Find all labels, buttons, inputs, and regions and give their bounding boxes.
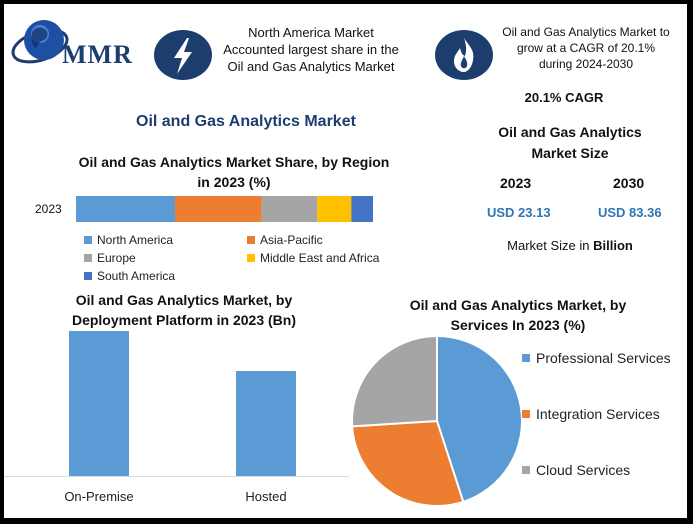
region-segment-europe	[261, 196, 318, 222]
legend-swatch	[522, 466, 530, 474]
legend-swatch	[84, 272, 92, 280]
mmr-logo: MMR	[10, 12, 140, 76]
pie-slice-integration-services	[351, 419, 465, 507]
legend-item-europe: Europe	[84, 251, 136, 265]
services-chart-title: Oil and Gas Analytics Market, by Service…	[409, 297, 627, 333]
pie-slice-cloud-services	[351, 334, 438, 428]
legend-item-south-america: South America	[84, 269, 175, 283]
legend-item-professional-services: Professional Services	[522, 350, 671, 366]
lightning-icon-circle	[154, 30, 212, 80]
bar-hosted	[236, 371, 296, 476]
region-segment-north-america	[76, 196, 175, 222]
legend-item-asia-pacific: Asia-Pacific	[247, 233, 323, 247]
cagr-label: 20.1% CAGR	[524, 90, 604, 105]
legend-label: Professional Services	[536, 350, 671, 366]
header-left-text: North America Market Accounted largest s…	[223, 25, 399, 74]
bar-on-premise	[69, 331, 129, 476]
region-segment-asia-pacific	[175, 196, 262, 222]
services-pie-chart	[351, 334, 523, 507]
legend-item-north-america: North America	[84, 233, 173, 247]
region-chart-title: Oil and Gas Analytics Market Share, by R…	[78, 154, 390, 190]
market-size-unit: Market Size in Billion	[480, 238, 660, 253]
unit-bold: Billion	[593, 238, 633, 253]
region-segment-south-america	[351, 196, 373, 222]
legend-label: North America	[97, 233, 174, 247]
header-right-text: Oil and Gas Analytics Market to grow at …	[502, 25, 670, 71]
legend-swatch	[522, 410, 530, 418]
region-category-label: 2023	[35, 202, 62, 216]
region-segment-middle-east-and-africa	[317, 196, 352, 222]
market-size-title: Oil and Gas Analytics Market Size	[498, 124, 642, 161]
legend-item-integration-services: Integration Services	[522, 406, 660, 422]
legend-label: Asia-Pacific	[260, 233, 323, 247]
legend-swatch	[522, 354, 530, 362]
legend-item-cloud-services: Cloud Services	[522, 462, 630, 478]
legend-label: Europe	[97, 251, 136, 265]
region-stacked-bar-chart	[76, 196, 373, 222]
flame-icon	[454, 38, 474, 72]
legend-swatch	[84, 254, 92, 262]
year-2023: 2023	[500, 175, 532, 191]
deployment-bar-chart: On-Premise Hosted	[4, 331, 349, 504]
legend-swatch	[247, 236, 255, 244]
x-tick-label-on-premise: On-Premise	[64, 489, 133, 504]
lightning-icon	[174, 38, 192, 74]
globe-icon	[11, 20, 69, 64]
legend-swatch	[247, 254, 255, 262]
value-2030: USD 83.36	[598, 205, 662, 220]
main-title: Oil and Gas Analytics Market	[136, 113, 356, 130]
legend-label: South America	[97, 269, 176, 283]
deployment-chart-title: Oil and Gas Analytics Market, by Deploym…	[71, 292, 297, 328]
x-tick-label-hosted: Hosted	[245, 489, 286, 504]
logo-text: MMR	[62, 40, 133, 69]
infographic: MMR North America Market Accounted large…	[4, 4, 687, 518]
legend-label: Cloud Services	[536, 462, 631, 478]
value-2023: USD 23.13	[487, 205, 551, 220]
legend-label: Integration Services	[536, 406, 660, 422]
legend-swatch	[84, 236, 92, 244]
pie-slice-professional-services	[436, 334, 523, 504]
legend-label: Middle East and Africa	[260, 251, 380, 265]
flame-icon-circle	[435, 30, 493, 80]
legend-item-middle-east-and-africa: Middle East and Africa	[247, 251, 379, 265]
unit-prefix: Market Size in	[507, 238, 594, 253]
year-2030: 2030	[613, 175, 645, 191]
